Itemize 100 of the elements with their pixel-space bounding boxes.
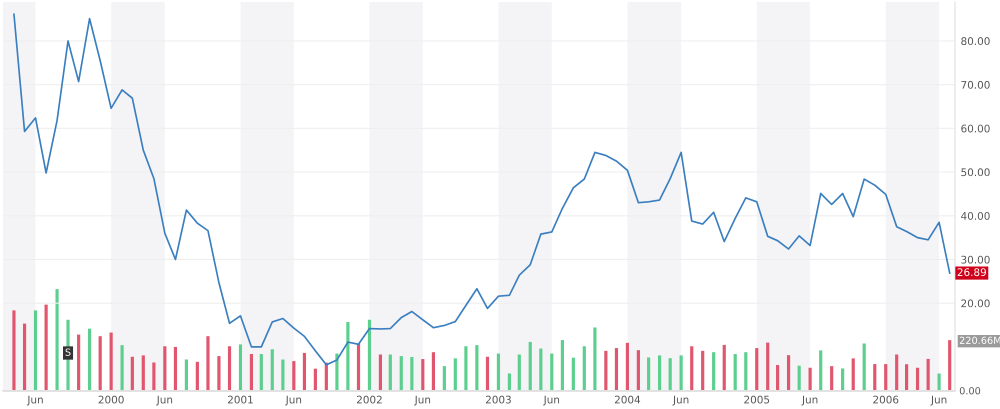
bar [776, 364, 780, 391]
bar [152, 362, 156, 391]
y-tick-label: 30.00 [961, 256, 990, 264]
bar [346, 322, 350, 391]
bar [528, 342, 532, 391]
bar [766, 342, 770, 391]
bar [475, 345, 478, 391]
bar [206, 336, 210, 391]
bar [184, 360, 188, 391]
bar [690, 346, 694, 391]
y-tick-label: 50.00 [961, 168, 990, 176]
bar [88, 328, 92, 391]
bar [174, 346, 178, 391]
bar [647, 357, 650, 391]
bar [368, 320, 372, 391]
bar [314, 368, 317, 391]
bar [110, 332, 113, 391]
x-tick-label: 2001 [228, 396, 253, 404]
bar [270, 349, 274, 391]
bar [34, 310, 38, 391]
x-tick-label: Jun [930, 396, 946, 406]
bar [12, 310, 16, 391]
bar [572, 358, 575, 391]
bar [734, 354, 737, 391]
bar [388, 354, 392, 391]
bar [518, 354, 521, 391]
x-tick-label: Jun [285, 396, 302, 406]
bar [604, 350, 608, 391]
x-tick-label: 2000 [98, 396, 124, 404]
x-tick-label: Jun [156, 396, 172, 406]
line-series [13, 13, 951, 366]
bar [873, 364, 876, 391]
bar [560, 340, 564, 391]
bar [539, 348, 542, 391]
bar [668, 358, 672, 391]
bar [895, 354, 898, 391]
bar [77, 334, 80, 391]
bar [798, 366, 801, 391]
bar [636, 350, 640, 391]
bar [356, 344, 360, 391]
bar [614, 348, 618, 391]
y-tick-label: 60.00 [961, 124, 990, 132]
y-tick-label: 40.00 [961, 212, 990, 220]
bar [454, 358, 457, 391]
bar [421, 359, 424, 391]
bar [250, 354, 254, 391]
bar [926, 358, 930, 391]
bar [786, 355, 790, 391]
bar [593, 328, 596, 391]
x-tick-label: Jun [672, 396, 688, 406]
bar [98, 336, 102, 391]
bar [701, 350, 704, 391]
bar [884, 364, 888, 391]
bar [904, 364, 908, 391]
bar [808, 368, 812, 391]
bar [744, 352, 748, 391]
bar [196, 362, 199, 391]
bar [292, 361, 296, 391]
bar [228, 346, 232, 391]
x-tick-label: 2004 [614, 396, 640, 404]
bar [496, 354, 500, 391]
bar [260, 354, 263, 391]
bar [442, 366, 446, 391]
bar [755, 348, 758, 391]
bar [948, 340, 952, 391]
bar [22, 324, 26, 391]
bar [410, 356, 414, 391]
bar [464, 346, 468, 391]
bar [862, 344, 866, 391]
x-tick-label: Jun [414, 396, 430, 406]
x-tick-label: 2006 [873, 396, 898, 404]
bar [938, 373, 941, 391]
bar [508, 373, 511, 391]
bar [819, 350, 822, 391]
bar [658, 355, 662, 391]
bar [852, 358, 855, 391]
bar [550, 354, 554, 391]
bar [916, 368, 920, 391]
annotation: S [66, 348, 71, 356]
bar [378, 354, 382, 391]
bar [712, 352, 716, 391]
bar [238, 344, 242, 391]
y-tick-label: 70.00 [961, 80, 990, 89]
bar [217, 356, 221, 391]
x-tick-label: 2003 [486, 396, 511, 404]
y2-tick-label: 0.00 [960, 387, 980, 394]
bar [130, 356, 134, 391]
bar [142, 355, 145, 391]
bar [486, 356, 490, 391]
bar [55, 289, 59, 391]
x-tick-label: 2005 [744, 396, 770, 404]
bar [302, 352, 306, 391]
bar [582, 346, 586, 391]
x-tick-label: Jun [801, 396, 818, 406]
x-tick-label: Jun [26, 396, 43, 406]
x-tick-label: Jun [543, 396, 560, 406]
bar [722, 344, 726, 391]
bar [44, 304, 48, 391]
bar [830, 366, 834, 391]
annotation: 26.89 [958, 268, 986, 276]
